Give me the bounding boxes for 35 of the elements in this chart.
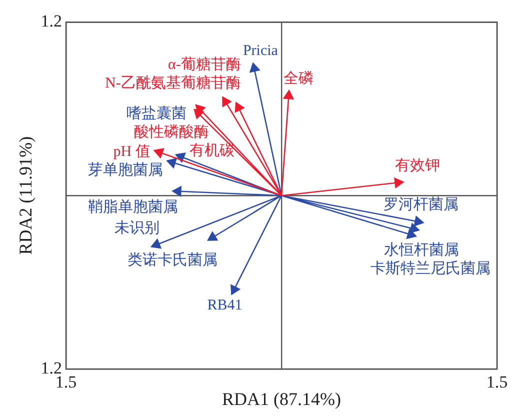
annotation: 鞘脂单胞菌属 xyxy=(88,198,178,216)
annotation: 全磷 xyxy=(283,70,314,88)
y-tick-label: 1.2 xyxy=(40,12,62,31)
point xyxy=(194,108,204,120)
annotation: 嗜盐囊菌 xyxy=(126,105,187,122)
point xyxy=(175,152,186,163)
point xyxy=(406,228,417,239)
x-axis-title: RDA1 (87.14%) xyxy=(222,388,341,409)
point xyxy=(154,148,164,158)
point xyxy=(234,102,244,113)
annotation: Pricia xyxy=(242,43,278,60)
annotation: 芽单胞菌属 xyxy=(88,162,164,179)
point xyxy=(230,284,240,295)
annotation: RB41 xyxy=(207,298,242,314)
x-tick-label: 1.5 xyxy=(486,372,508,392)
annotation: 罗河杆菌属 xyxy=(383,196,458,213)
annotation: 酸性磷酸酶 xyxy=(134,124,209,141)
point xyxy=(172,186,182,197)
annotation: pH 值 xyxy=(113,144,150,160)
point xyxy=(250,62,260,73)
point xyxy=(222,96,232,107)
annotation: 有机碳 xyxy=(189,142,234,159)
annotation: 未识别 xyxy=(114,219,160,236)
point xyxy=(150,238,162,249)
point xyxy=(207,232,218,241)
annotation: 水恒杆菌属 xyxy=(384,242,460,259)
point xyxy=(166,158,177,168)
annotation: 类诺卡氏菌属 xyxy=(128,251,218,268)
point xyxy=(394,178,404,188)
annotation: N-乙酰氨基葡糖苷酶 xyxy=(105,74,241,92)
annotation: 卡斯特兰尼氏菌属 xyxy=(370,260,491,278)
y-axis-title: RDA2 (11.91%) xyxy=(16,136,36,255)
point xyxy=(414,216,424,226)
annotation: α-葡糖苷酶 xyxy=(168,56,241,74)
annotation: 有效钾 xyxy=(394,157,440,174)
